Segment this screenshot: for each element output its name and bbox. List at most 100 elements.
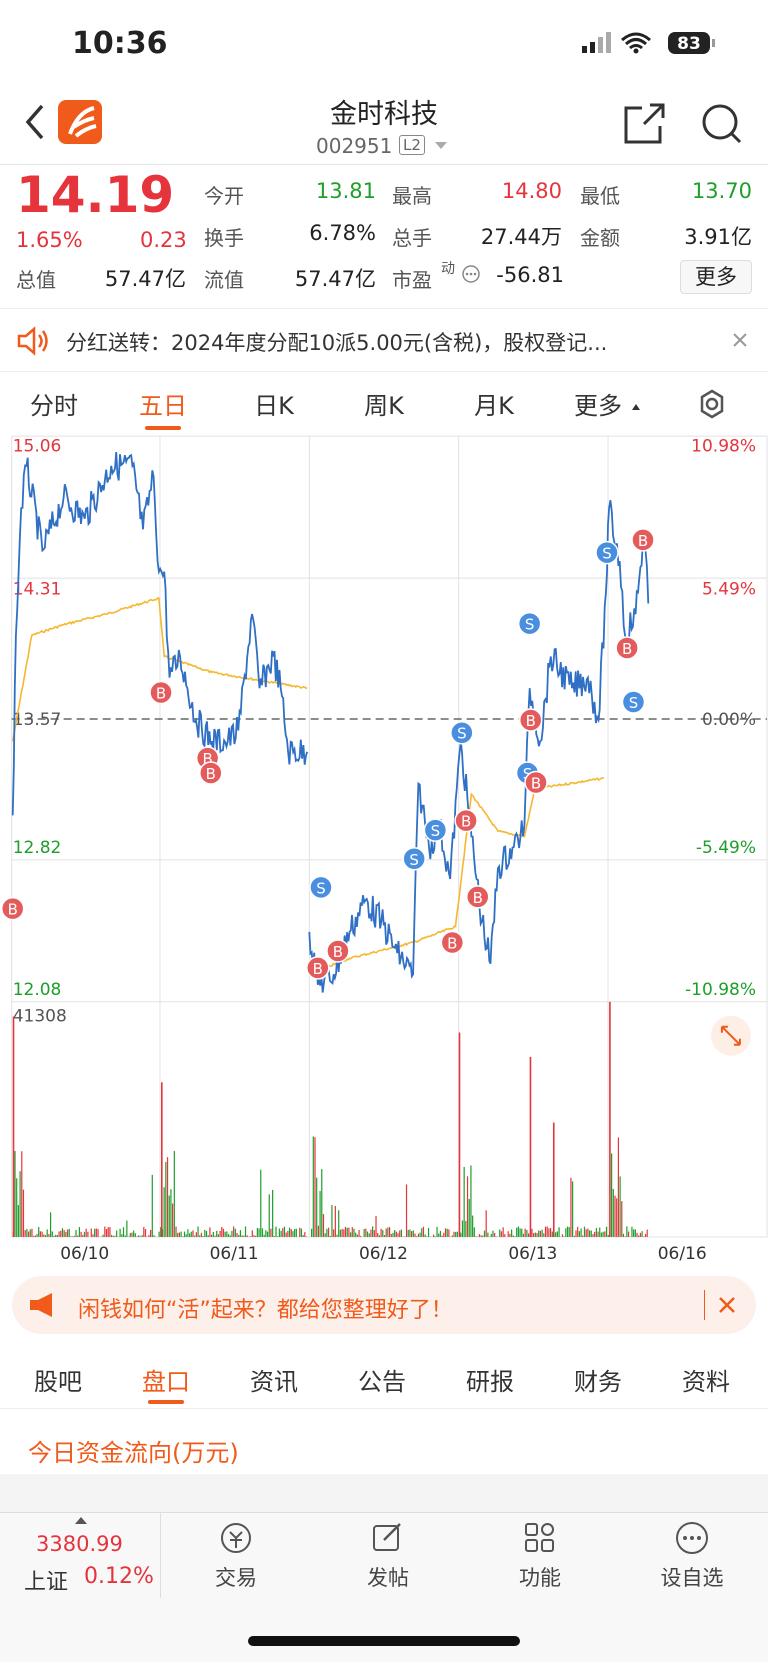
field-value: 57.47亿	[294, 267, 376, 291]
volume-bar	[321, 1169, 323, 1237]
ad-banner[interactable]	[12, 1276, 756, 1334]
volume-bar	[599, 1227, 601, 1237]
sub-tab[interactable]: 公告	[358, 1368, 406, 1396]
volume-bar	[619, 1176, 621, 1237]
volume-bar	[175, 1226, 177, 1237]
trade-marker: B	[615, 636, 639, 660]
chart-tab[interactable]: 日K	[254, 392, 294, 420]
nav-icon-svg	[373, 1523, 401, 1551]
field-label: 今开	[204, 184, 244, 208]
ad-text: 闲钱如何“活”起来？都给您整理好了！	[78, 1298, 453, 1323]
chart-tab[interactable]: 周K	[364, 392, 404, 420]
more-button[interactable]: 更多	[680, 260, 752, 294]
nav-label[interactable]: 功能	[519, 1566, 561, 1590]
volume-bar	[621, 1201, 623, 1237]
trade-marker: B	[0, 896, 25, 921]
share-button[interactable]	[624, 103, 665, 144]
battery: 83	[677, 34, 701, 54]
volume-bar	[494, 1232, 496, 1237]
marker-label: B	[8, 901, 18, 919]
settings-icon[interactable]	[696, 388, 728, 420]
volume-bar	[227, 1234, 230, 1237]
volume-bar	[344, 1226, 347, 1237]
field-label: 换手	[204, 226, 244, 250]
volume-bar	[539, 1230, 542, 1237]
ad-close[interactable]	[718, 1296, 736, 1314]
volume-bar	[353, 1228, 355, 1237]
nav-icon[interactable]	[522, 1520, 558, 1556]
trade-marker: S	[621, 690, 646, 714]
volume-bar	[504, 1234, 506, 1237]
volume-bar	[114, 1235, 116, 1237]
volume-bar	[160, 1227, 162, 1237]
trade-marker: B	[518, 708, 543, 732]
nav-label[interactable]: 设自选	[660, 1566, 724, 1590]
volume-bar	[270, 1228, 272, 1237]
nav-icon[interactable]	[218, 1520, 254, 1556]
sub-tab[interactable]: 股吧	[34, 1368, 82, 1396]
volume-bar	[549, 1228, 552, 1237]
volume-bar	[568, 1227, 570, 1237]
nav-label[interactable]: 发帖	[367, 1566, 409, 1590]
volume-bar	[139, 1236, 142, 1237]
volume-spike	[458, 1032, 461, 1237]
nav-icon[interactable]	[370, 1520, 406, 1556]
volume-bar	[444, 1228, 447, 1237]
volume-bar	[104, 1226, 106, 1237]
nav-label[interactable]: 交易	[215, 1566, 257, 1590]
sub-tab[interactable]: 资料	[682, 1368, 730, 1396]
volume-bar	[416, 1236, 418, 1237]
search-button[interactable]	[702, 104, 738, 140]
index-value[interactable]: 3380.99	[36, 1532, 123, 1556]
volume-bar	[409, 1229, 411, 1237]
volume-bar	[592, 1234, 594, 1237]
chart-tab[interactable]: 月K	[474, 392, 514, 420]
expand-button[interactable]	[710, 1015, 751, 1056]
volume-bar	[482, 1235, 484, 1237]
volume-bar	[17, 1205, 19, 1237]
notice-close[interactable]	[732, 332, 748, 348]
marker-bubble	[0, 896, 25, 921]
volume-bar	[424, 1234, 426, 1237]
sub-tab[interactable]: 研报	[466, 1368, 514, 1396]
trade-marker: B	[306, 956, 330, 980]
marker-bubble	[309, 875, 333, 900]
notice-bar[interactable]	[0, 308, 768, 372]
sub-tab[interactable]: 财务	[574, 1368, 622, 1396]
volume-bar	[143, 1227, 145, 1237]
volume-spike	[529, 1056, 532, 1237]
chart-tab[interactable]: 五日	[139, 392, 187, 420]
chart-tab[interactable]: 更多	[574, 392, 622, 420]
volume-bar	[412, 1230, 414, 1237]
volume-bar	[622, 1233, 625, 1237]
back-button[interactable]	[25, 104, 44, 140]
volume-bar	[558, 1227, 560, 1237]
volume-bar	[407, 1229, 409, 1237]
nav-icon[interactable]	[674, 1520, 710, 1556]
volume-bar	[14, 1151, 16, 1237]
chart-tab[interactable]: 分时	[30, 392, 78, 420]
volume-bar	[443, 1232, 445, 1237]
sub-tab[interactable]: 盘口	[142, 1368, 190, 1396]
volume-bar	[238, 1234, 240, 1237]
change: 0.23	[140, 228, 187, 252]
volume-bar	[385, 1228, 387, 1237]
volume-bar	[461, 1220, 464, 1237]
volume-bar	[249, 1236, 252, 1237]
marker-bubble	[465, 885, 490, 909]
pe-info[interactable]	[461, 264, 481, 284]
trade-marker: S	[423, 818, 448, 842]
volume-bar	[624, 1236, 626, 1237]
volume-bar	[129, 1233, 131, 1237]
volume-bar	[243, 1235, 245, 1237]
volume-bar	[349, 1232, 352, 1237]
volume-bar	[463, 1166, 465, 1237]
field-value: 14.80	[501, 179, 562, 203]
volume-bar	[316, 1177, 318, 1237]
sub-tab[interactable]: 资讯	[250, 1368, 298, 1396]
volume-bar	[348, 1227, 350, 1237]
volume-bar	[312, 1136, 314, 1237]
volume-bar	[287, 1230, 289, 1237]
dropdown[interactable]	[434, 140, 448, 150]
volume-bar	[170, 1189, 172, 1237]
